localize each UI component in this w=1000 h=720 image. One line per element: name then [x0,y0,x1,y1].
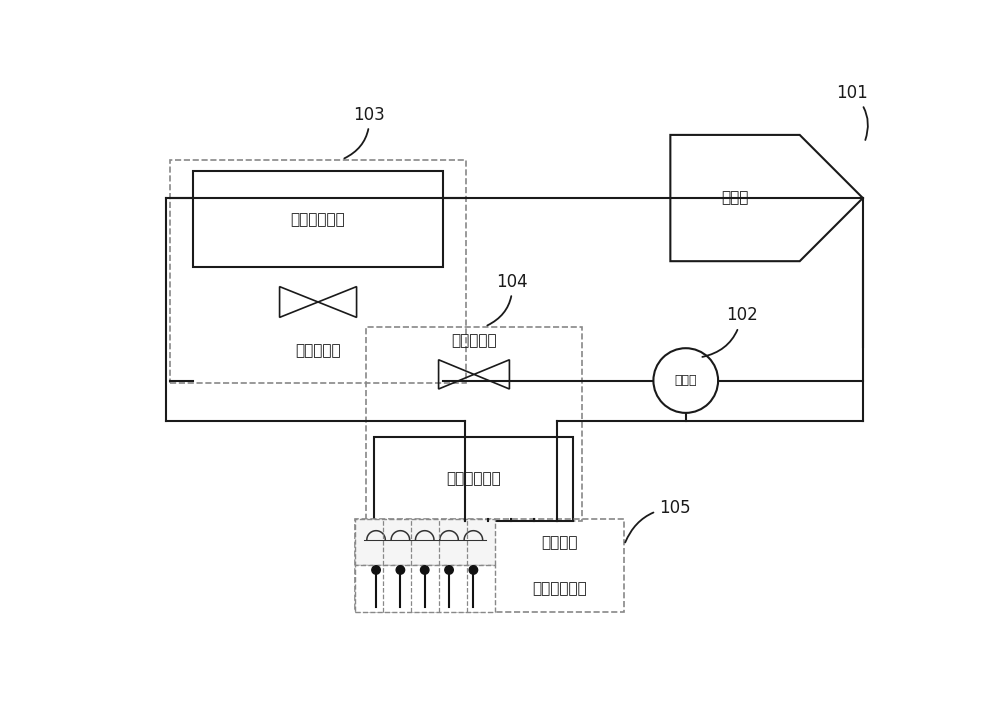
Text: 103: 103 [344,106,385,158]
Text: 室外机换热器: 室外机换热器 [291,212,345,227]
Circle shape [420,566,429,574]
Text: 101: 101 [836,84,868,140]
Text: 105: 105 [625,499,690,542]
FancyBboxPatch shape [355,519,495,565]
Text: 室内机换热器: 室内机换热器 [446,472,501,487]
Text: 压缩机: 压缩机 [721,191,749,205]
Circle shape [396,566,405,574]
Circle shape [445,566,453,574]
Text: 102: 102 [702,307,758,357]
Text: 104: 104 [487,273,528,325]
Circle shape [469,566,478,574]
FancyBboxPatch shape [193,171,443,267]
Text: 辅热模块: 辅热模块 [541,535,578,550]
Text: 室内机风机: 室内机风机 [451,333,497,348]
Circle shape [653,348,718,413]
FancyBboxPatch shape [355,565,495,611]
Text: 温度检测模块: 温度检测模块 [532,581,587,596]
FancyBboxPatch shape [374,437,573,521]
Text: 室外机风机: 室外机风机 [295,343,341,358]
Text: 四通阀: 四通阀 [674,374,697,387]
Circle shape [372,566,380,574]
